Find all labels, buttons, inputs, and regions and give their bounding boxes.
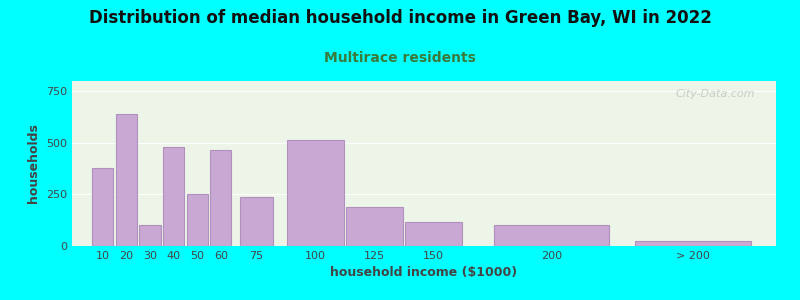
Y-axis label: households: households [27, 124, 41, 203]
Bar [287, 140, 344, 246]
Bar [116, 114, 137, 246]
Bar [210, 150, 231, 246]
Bar [346, 207, 402, 246]
X-axis label: household income ($1000): household income ($1000) [330, 266, 518, 279]
Text: City-Data.com: City-Data.com [675, 89, 755, 99]
Bar [92, 168, 114, 246]
Bar [494, 225, 610, 246]
Bar [240, 196, 273, 246]
Bar [635, 241, 751, 246]
Bar [405, 222, 462, 246]
Bar [163, 147, 184, 246]
Bar [139, 225, 161, 246]
Text: Distribution of median household income in Green Bay, WI in 2022: Distribution of median household income … [89, 9, 711, 27]
Text: Multirace residents: Multirace residents [324, 51, 476, 65]
Bar [186, 194, 208, 246]
